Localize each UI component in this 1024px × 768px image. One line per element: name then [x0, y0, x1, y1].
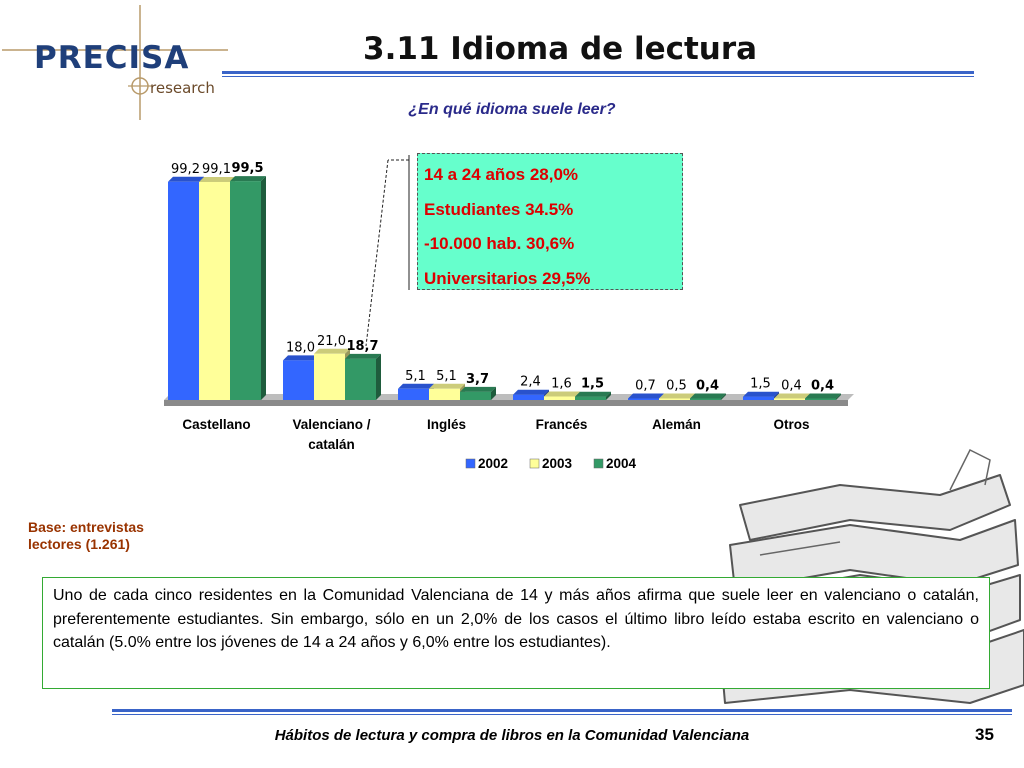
category-label: Inglés — [427, 417, 466, 432]
callout-line: 14 a 24 años 28,0% — [424, 165, 579, 184]
data-label: 21,0 — [317, 334, 346, 349]
bar-2003 — [314, 353, 345, 400]
callout-line: -10.000 hab. 30,6% — [424, 234, 575, 253]
chart-canvas: 99,2 99,1 99,5 Castellano 18,0 21,0 18,7 Valenc… — [164, 161, 854, 471]
category-label: Castellano — [182, 417, 250, 432]
callout-line: Estudiantes 34.5% — [424, 199, 574, 219]
bar-2004 — [690, 398, 721, 400]
legend-swatch-2003 — [529, 458, 540, 469]
bar-side — [376, 353, 381, 400]
bar-top — [628, 393, 664, 399]
data-label: 3,7 — [466, 372, 489, 387]
bar-side — [836, 393, 841, 400]
logo-text: PRECISA — [34, 40, 190, 76]
bar-top — [283, 355, 319, 361]
bar-top — [199, 176, 235, 182]
language-bar-chart: 99,2 99,1 99,5 Castellano 18,0 21,0 18,7 Valenc… — [150, 145, 870, 490]
base-note: Base: entrevistas lectores (1.261) — [28, 519, 144, 552]
data-label: 1,5 — [581, 377, 604, 392]
bar-top — [168, 176, 204, 182]
data-label: 0,4 — [811, 379, 834, 394]
summary-textbox: Uno de cada cinco residentes en la Comun… — [42, 577, 990, 689]
data-label: 99,1 — [202, 162, 231, 177]
precisa-logo: PRECISA research — [0, 0, 235, 125]
bar-top — [513, 389, 549, 395]
bar-top — [314, 348, 350, 354]
bar-top — [429, 383, 465, 389]
legend-label: 2002 — [478, 456, 508, 471]
bar-top — [743, 391, 779, 397]
title-divider — [222, 71, 974, 77]
bar-2004 — [230, 181, 261, 400]
bar-top — [345, 353, 381, 359]
legend-label: 2003 — [542, 456, 573, 471]
bar-side — [721, 393, 726, 400]
bar-top — [575, 391, 611, 397]
bar-2002 — [398, 388, 429, 400]
data-label: 0,7 — [635, 378, 656, 393]
bar-2002 — [513, 394, 544, 400]
bar-2003 — [774, 398, 805, 400]
page-number: 35 — [975, 725, 994, 744]
bar-top — [460, 386, 496, 392]
category-label: Otros — [773, 417, 809, 432]
compass-cross-icon — [2, 5, 228, 120]
category-label: Alemán — [652, 417, 701, 432]
category-label: Valenciano / — [292, 417, 370, 432]
bar-2002 — [743, 396, 774, 400]
bar-2003 — [544, 396, 575, 400]
legend-label: 2004 — [606, 456, 637, 471]
bar-top — [805, 393, 841, 399]
bar-top — [398, 383, 434, 389]
bar-2003 — [199, 181, 230, 400]
bar-side — [261, 176, 266, 400]
bar-2004 — [805, 398, 836, 400]
logo-subtext: research — [150, 79, 215, 97]
data-label: 1,6 — [551, 376, 572, 391]
bar-side — [491, 386, 496, 400]
data-label: 5,1 — [405, 369, 426, 384]
bar-2004 — [460, 391, 491, 400]
bar-2003 — [429, 388, 460, 400]
data-label: 18,0 — [286, 340, 315, 355]
legend-swatch-2004 — [593, 458, 604, 469]
bar-2002 — [628, 398, 659, 400]
bar-2004 — [575, 396, 606, 400]
data-label: 0,5 — [666, 379, 687, 394]
callout-box: 14 a 24 años 28,0% Estudiantes 34.5% -10… — [417, 153, 683, 290]
data-label: 0,4 — [781, 379, 802, 394]
bar-2002 — [168, 181, 199, 400]
category-label: Francés — [536, 417, 588, 432]
bar-2004 — [345, 358, 376, 400]
bar-side — [606, 391, 611, 400]
data-label: 5,1 — [436, 369, 457, 384]
footer-text: Hábitos de lectura y compra de libros en… — [274, 727, 750, 744]
data-label: 0,4 — [696, 379, 719, 394]
bar-2003 — [659, 398, 690, 400]
page-title: 3.11 Idioma de lectura — [363, 31, 758, 67]
legend-swatch-2002 — [465, 458, 476, 469]
bar-top — [690, 393, 726, 399]
data-label: 99,2 — [171, 162, 200, 177]
bar-2002 — [283, 360, 314, 400]
chart-floor-edge — [164, 400, 848, 406]
data-label: 18,7 — [346, 339, 378, 354]
chart-question: ¿En qué idioma suele leer? — [408, 101, 616, 118]
bar-top — [230, 176, 266, 182]
footer-divider — [112, 709, 1012, 715]
data-label: 1,5 — [750, 377, 771, 392]
data-label: 99,5 — [231, 161, 263, 176]
bar-top — [774, 393, 810, 399]
bar-top — [544, 391, 580, 397]
bar-top — [659, 393, 695, 399]
category-label: catalán — [308, 437, 355, 452]
data-label: 2,4 — [520, 375, 541, 390]
callout-line: Universitarios 29,5% — [424, 268, 591, 288]
